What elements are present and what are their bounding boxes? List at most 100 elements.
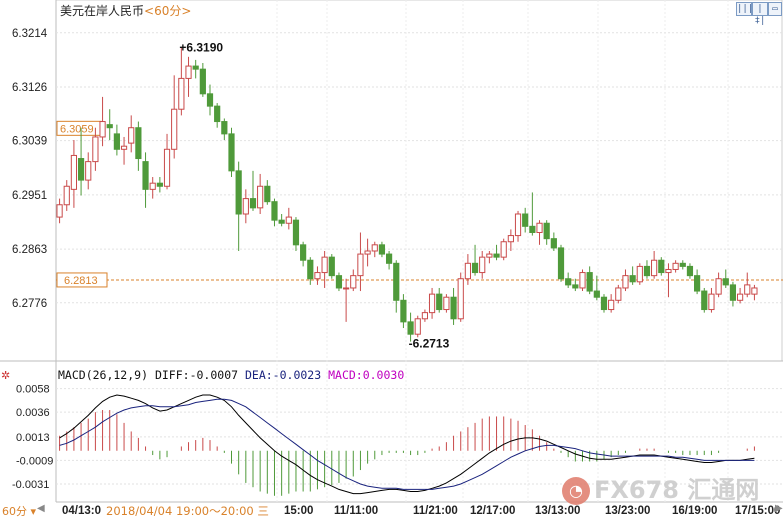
candle-body [335,275,343,289]
macd-title: MACD(26,12,9) [58,368,149,382]
candle-body [565,278,572,286]
candle-body [701,290,708,311]
time-axis-label: 04/13:0 [62,505,101,517]
candle-body [428,293,436,314]
candle-body [694,275,701,292]
candle-body [257,185,264,209]
last-price-label: 6.2813 [64,275,98,287]
high-price-label: +6.3190 [179,41,223,55]
candle-body [507,235,514,243]
candle-body [149,182,156,190]
candle-body [307,259,314,280]
candle-body [715,278,722,295]
period-selector-label: 60分 [2,505,27,518]
candle-body [85,161,92,181]
scroll-right-icon[interactable]: ▶ [775,503,783,514]
candle-body [178,77,185,110]
time-axis-label: 16/19:00 [672,505,717,517]
candle-body [557,247,565,280]
macd-tick-label: 0.0013 [16,432,50,444]
macd-tick-label: -0.0031 [12,479,49,491]
candle-body [77,158,85,181]
candle-body [414,318,421,335]
candle-body [163,148,171,187]
window-icon[interactable]: ▭ [768,2,782,16]
candlestick-icon[interactable]: |‡| [752,2,768,26]
low-price-label: -6.2713 [409,337,450,351]
candle-body [407,321,414,335]
hover-time-tooltip: 2018/04/04 19:00～20:00 三 [106,504,269,518]
time-axis-label: 11/11:00 [334,505,378,517]
candle-body [221,121,228,135]
price-tick-label: 6.2951 [12,190,47,202]
candle-body [622,275,629,289]
price-tick-label: 6.3039 [12,136,47,148]
macd-tick-label: -0.0009 [16,455,53,467]
candle-body [400,299,407,323]
macd-legend: MACD(26,12,9) DIFF:-0.0007 DEA:-0.0023 M… [58,368,404,382]
gear-icon[interactable]: ✲ [1,370,11,382]
candle-body [593,290,600,298]
candle-body [142,161,149,190]
time-axis-label: 12/17:00 [470,505,515,517]
bar-chart-icon[interactable]: ||| [736,2,754,16]
candle-body [156,182,163,187]
scroll-left-icon[interactable]: ◀ [37,503,45,514]
candle-body [135,127,142,160]
candle-body [228,133,235,172]
watermark-logo-icon: ◔ [562,477,590,505]
candle-body [729,284,737,301]
candle-body [264,185,271,203]
candle-body [378,244,386,255]
candle-body [350,275,357,289]
price-tick-label: 6.2863 [12,244,47,256]
candle-body [292,219,300,246]
candle-body [99,121,106,138]
period-label: 60分 [154,4,182,18]
candle-body [536,222,543,233]
macd-macd-value: MACD:0.0030 [328,368,405,382]
candle-body [522,213,529,227]
candle-body [314,272,321,280]
candle-body [357,253,364,277]
candle-body [572,284,579,289]
candle-body [321,256,328,274]
candle-body [70,154,78,190]
candle-body [271,201,278,221]
time-axis-label: 13/23:00 [605,505,650,517]
candle-body [443,296,450,311]
candle-body [586,272,593,292]
candle-body [471,262,479,274]
candle-body [500,241,507,258]
candle-body [450,296,457,320]
candle-body [708,293,715,311]
candle-body [736,293,744,301]
watermark: ◔ FX678 汇通网 [562,470,759,505]
candle-body [128,127,135,144]
candle-body [457,278,464,320]
candle-body [722,278,729,286]
macd-tick-label: 0.0058 [16,384,50,396]
candle-body [672,262,679,270]
macd-diff-value: DIFF:-0.0007 [154,368,239,382]
candle-body [679,262,686,267]
candle-body [629,275,636,283]
candle-body [643,265,651,277]
price-tick-label: 6.3214 [12,28,48,40]
candle-body [600,296,608,311]
macd-tick-label: 0.0036 [16,407,50,419]
candle-body [579,272,586,289]
price-tick-label: 6.3126 [12,82,47,94]
instrument-name: 美元在岸人民币 [60,4,145,18]
period-selector[interactable]: 60分 ▾ [2,505,37,518]
price-tick-label: 6.2776 [12,298,47,310]
instrument-title: 美元在岸人民币<60分> [60,4,192,18]
candle-body [385,253,393,264]
candle-body [636,265,643,283]
candle-body [199,68,206,95]
candle-body [185,65,192,79]
watermark-text: FX678 汇通网 [594,476,760,504]
candle-body [543,222,550,240]
time-axis-label: 17/15:00 [735,505,780,517]
